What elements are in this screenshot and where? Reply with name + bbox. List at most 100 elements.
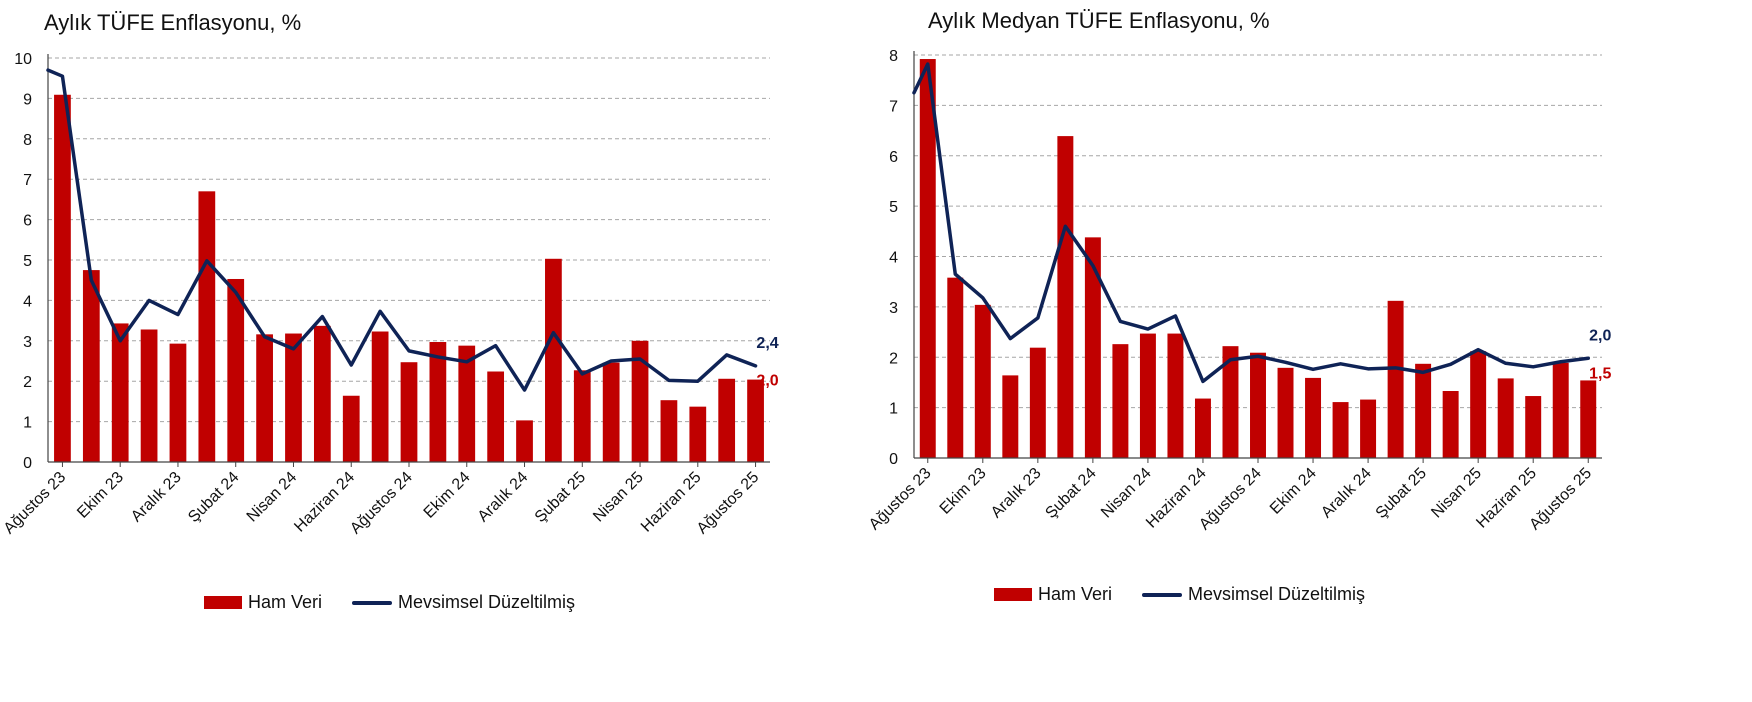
- bar: [1552, 362, 1569, 458]
- bar: [516, 420, 533, 462]
- line-end-label: 2,4: [756, 335, 778, 352]
- bar: [429, 342, 447, 462]
- bar: [747, 379, 764, 462]
- bar: [285, 333, 302, 462]
- x-tick-label: Aralık 23: [988, 465, 1045, 522]
- bar-end-label: 1,5: [1589, 365, 1611, 382]
- bar: [1415, 363, 1432, 458]
- legend-item-bars: Ham Veri: [994, 584, 1112, 605]
- bar: [342, 395, 360, 462]
- legend-item-line: Mevsimsel Düzeltilmiş: [1142, 584, 1365, 605]
- bar: [371, 331, 389, 462]
- legend-bar-label: Ham Veri: [248, 592, 323, 612]
- bar: [1497, 378, 1514, 458]
- y-tick-label: 5: [889, 199, 898, 216]
- x-tick-label: Ekim 24: [421, 469, 474, 522]
- bar: [198, 191, 216, 462]
- line-series-seasonally-adjusted: [912, 62, 1590, 384]
- bar: [1029, 347, 1046, 458]
- y-tick-label: 5: [23, 253, 32, 270]
- bar: [573, 370, 591, 462]
- bar-end-label: 2,0: [756, 373, 778, 390]
- bar: [545, 258, 562, 462]
- legend-item-bars: Ham Veri: [204, 592, 322, 613]
- y-tick-label: 6: [889, 149, 898, 166]
- x-tick-label: Ağustos 23: [1, 469, 70, 538]
- bar: [974, 304, 991, 458]
- y-tick-label: 7: [23, 172, 32, 189]
- y-tick-label: 2: [889, 350, 898, 367]
- y-tick-label: 1: [889, 401, 898, 418]
- y-tick-label: 1: [23, 415, 32, 432]
- bar: [689, 406, 707, 462]
- bar: [718, 378, 736, 462]
- legend-line-label: Mevsimsel Düzeltilmiş: [1188, 584, 1366, 604]
- x-tick-label: Şubat 24: [185, 469, 242, 526]
- chart-legend: Ham Veri Mevsimsel Düzeltilmiş: [204, 592, 605, 613]
- line-end-label: 2,0: [1589, 327, 1611, 344]
- chart-title: Aylık TÜFE Enflasyonu, %: [44, 10, 302, 35]
- bar: [82, 270, 100, 462]
- chart-panel-median-cpi: Aylık Medyan TÜFE Enflasyonu, % 0 1 2 3 4 5 6 7…: [866, 0, 1752, 702]
- bar: [1222, 346, 1239, 458]
- y-tick-label: 4: [889, 250, 898, 267]
- bar: [1277, 367, 1294, 458]
- bar: [602, 362, 620, 462]
- bar: [169, 343, 187, 462]
- y-tick-label: 6: [23, 213, 32, 230]
- x-tick-label: Ağustos 24: [347, 469, 416, 538]
- bar: [1084, 237, 1101, 458]
- bar: [140, 329, 158, 462]
- y-tick-label: 0: [23, 455, 32, 472]
- x-tick-label: Ağustos 23: [866, 465, 935, 534]
- bar: [1360, 399, 1377, 458]
- bar: [1112, 344, 1129, 458]
- bar: [313, 325, 331, 462]
- x-tick-label: Nisan 25: [590, 469, 647, 526]
- y-tick-label: 0: [889, 451, 898, 468]
- bar: [1442, 391, 1459, 458]
- bar: [256, 334, 273, 462]
- bar: [1167, 333, 1184, 458]
- x-tick-label: Nisan 24: [244, 469, 301, 526]
- chart-legend: Ham Veri Mevsimsel Düzeltilmiş: [994, 584, 1395, 605]
- bar: [111, 323, 129, 462]
- bar: [1387, 300, 1404, 458]
- y-tick-label: 3: [23, 334, 32, 351]
- bar: [1305, 377, 1322, 458]
- bar: [1332, 402, 1349, 458]
- bar: [1470, 351, 1487, 458]
- x-tick-label: Ekim 23: [74, 469, 127, 522]
- legend-bar-swatch: [994, 588, 1032, 601]
- bar: [227, 278, 245, 462]
- y-tick-label: 3: [889, 300, 898, 317]
- y-tick-label: 4: [23, 293, 32, 310]
- x-tick-label: Ağustos 25: [694, 469, 763, 538]
- x-tick-label: Şubat 25: [532, 469, 589, 526]
- bar: [660, 400, 678, 462]
- x-tick-label: Aralık 23: [128, 469, 185, 526]
- y-tick-label: 7: [889, 98, 898, 115]
- bar: [54, 94, 71, 462]
- bar: [631, 340, 649, 462]
- x-tick-label: Ekim 23: [937, 465, 990, 518]
- bar: [1139, 333, 1156, 458]
- y-tick-label: 2: [23, 374, 32, 391]
- legend-line-swatch: [1142, 592, 1183, 597]
- chart-panel-monthly-cpi: Aylık TÜFE Enflasyonu, % 0 1 2 3 4 5 6 7 8 9 10 Ağu…: [1, 10, 779, 613]
- x-tick-label: Aralık 24: [475, 469, 532, 526]
- bar: [1250, 352, 1266, 458]
- bar: [919, 59, 936, 458]
- legend-bar-label: Ham Veri: [1038, 584, 1113, 604]
- legend-line-label: Mevsimsel Düzeltilmiş: [398, 592, 576, 612]
- bar: [400, 362, 418, 462]
- x-tick-label: Ekim 24: [1267, 465, 1320, 518]
- legend-line-swatch: [352, 600, 393, 605]
- bar: [458, 345, 476, 462]
- bar: [1057, 136, 1074, 458]
- bar: [1002, 375, 1019, 458]
- chart-title: Aylık Medyan TÜFE Enflasyonu, %: [928, 8, 1270, 33]
- bar: [1580, 380, 1597, 458]
